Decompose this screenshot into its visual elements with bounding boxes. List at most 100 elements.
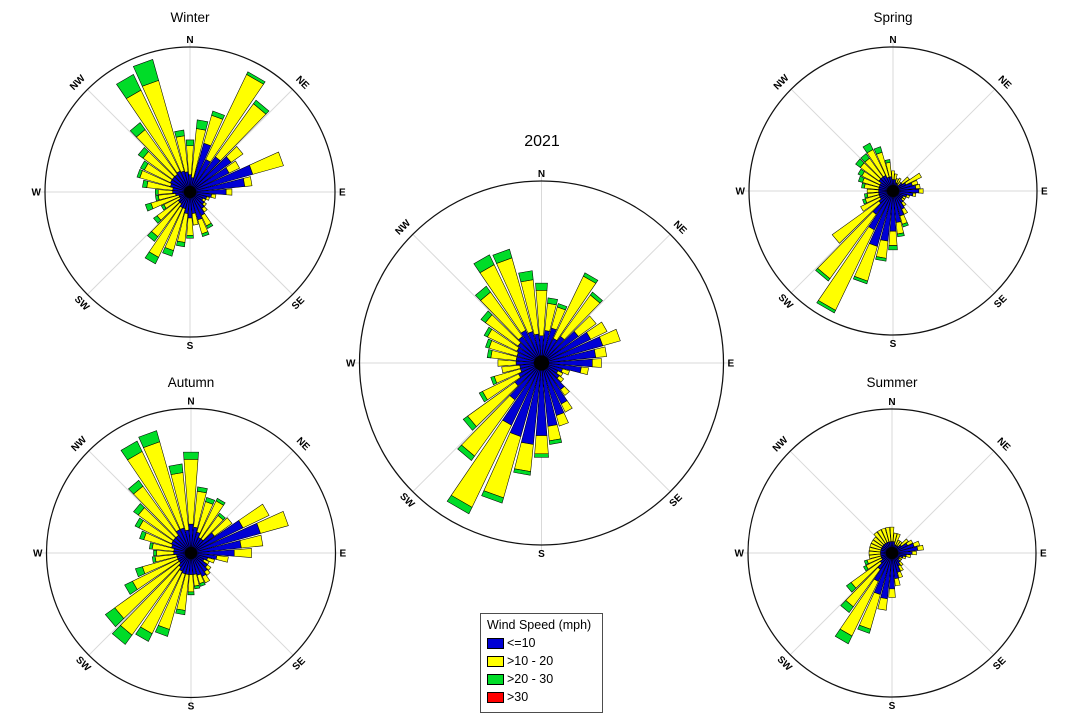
compass-label-se: SE (992, 293, 1009, 310)
compass-label-n: N (889, 35, 896, 46)
petal-70->10 - 20 (249, 151, 284, 175)
petal-220->20 - 30 (815, 267, 831, 282)
petal-350->20 - 30 (174, 129, 185, 138)
compass-label-ne: NE (293, 74, 311, 92)
compass-label-e: E (1040, 549, 1047, 560)
petal-0->10 - 20 (889, 526, 895, 542)
compass-label-w: W (32, 188, 42, 199)
petal-220->20 - 30 (457, 444, 475, 461)
petal-90->10 - 20 (592, 358, 602, 368)
petal-90->10 - 20 (225, 188, 233, 196)
petal-260->20 - 30 (151, 556, 157, 563)
petal-240->20 - 30 (478, 391, 488, 403)
petal-160->20 - 30 (201, 231, 210, 238)
petal-60->10 - 20 (225, 160, 241, 174)
petal-140->10 - 20 (901, 200, 907, 207)
compass-label-e: E (339, 188, 346, 199)
rose-title-winter: Winter (170, 10, 210, 25)
compass-label-s: S (188, 702, 195, 713)
petal-70->10 - 20 (911, 179, 919, 186)
petal-170->10 - 20 (894, 577, 901, 587)
compass-label-ne: NE (671, 219, 689, 237)
petal-140->10 - 20 (201, 206, 208, 213)
petal-150->10 - 20 (897, 564, 904, 572)
petal-250->20 - 30 (862, 198, 868, 205)
petal-50->10 - 20 (900, 176, 910, 185)
petal-170->10 - 20 (547, 424, 562, 442)
petals (815, 142, 924, 314)
petal-310->20 - 30 (133, 503, 145, 516)
petal-150->10 - 20 (560, 400, 573, 413)
petal-290->20 - 30 (136, 168, 143, 179)
petal-290->20 - 30 (139, 530, 147, 541)
petal-110->10 - 20 (205, 196, 210, 201)
petal-300->20 - 30 (134, 517, 144, 529)
petal-30->10 - 20 (895, 539, 901, 547)
legend-swatch-green (487, 674, 504, 685)
petal-310->20 - 30 (855, 158, 865, 168)
petal-60->10 - 20 (905, 539, 914, 546)
petal-100->10 - 20 (912, 192, 917, 198)
petal-310->20 - 30 (137, 147, 149, 159)
petal-30->20 - 30 (246, 71, 266, 85)
petals (834, 526, 924, 645)
petal-210->20 - 30 (446, 494, 473, 515)
rose-center-dot (184, 546, 198, 560)
legend-label: >10 - 20 (507, 654, 554, 668)
petal-130->10 - 20 (556, 375, 565, 383)
petal-340->10 - 20 (880, 527, 890, 543)
petal-90->10 - 20 (233, 548, 252, 558)
petal-80->10 - 20 (239, 534, 264, 549)
compass-label-s: S (890, 339, 897, 350)
compass-label-sw: SW (72, 294, 92, 314)
petals (116, 59, 284, 265)
petal-350->20 - 30 (168, 463, 184, 475)
petal-150->10 - 20 (201, 574, 211, 584)
petal-160->10 - 20 (555, 412, 569, 427)
petal-340->20 - 30 (492, 248, 513, 264)
compass-label-e: E (728, 359, 735, 370)
petal-50->10 - 20 (899, 538, 909, 547)
petal-20->20 - 30 (556, 303, 568, 311)
petal-70->10 - 20 (912, 540, 921, 548)
legend-label: >20 - 30 (507, 672, 554, 686)
compass-label-se: SE (290, 295, 307, 312)
petal-10->10 - 20 (892, 532, 898, 543)
petal-270->10 - 20 (157, 189, 173, 195)
petal-70->10 - 20 (599, 328, 621, 347)
petal-350->10 - 20 (885, 526, 892, 543)
petal-300->10 - 20 (870, 539, 883, 549)
compass-label-e: E (340, 549, 347, 560)
petal-60->10 - 20 (238, 503, 270, 529)
petal-160->10 - 20 (897, 571, 904, 579)
rose-title-2021: 2021 (524, 133, 560, 150)
compass-label-n: N (187, 397, 194, 408)
petal-200->20 - 30 (481, 490, 504, 504)
petal-190->20 - 30 (513, 468, 531, 476)
petal-270->20 - 30 (153, 549, 157, 557)
petal-320->20 - 30 (128, 479, 144, 495)
petal-180->10 - 20 (187, 574, 195, 593)
petal-280->10 - 20 (868, 546, 882, 553)
petal-230->20 - 30 (845, 582, 857, 593)
petal-320->10 - 20 (873, 531, 886, 546)
compass-label-se: SE (668, 492, 685, 509)
petal-130->10 - 20 (900, 197, 906, 202)
legend-swatch-blue (487, 638, 504, 649)
legend-item: <=10 (487, 635, 596, 652)
petal-40->20 - 30 (217, 512, 226, 521)
compass-label-nw: NW (393, 218, 413, 238)
petal-350->20 - 30 (884, 159, 891, 164)
petal-120->10 - 20 (202, 558, 210, 565)
petal-140->10 - 20 (204, 569, 211, 576)
compass-label-s: S (889, 701, 896, 712)
petal-120->10 - 20 (201, 197, 207, 203)
petal-180->20 - 30 (534, 453, 549, 458)
petal-200->20 - 30 (852, 275, 869, 285)
petal-290->20 - 30 (485, 338, 493, 349)
